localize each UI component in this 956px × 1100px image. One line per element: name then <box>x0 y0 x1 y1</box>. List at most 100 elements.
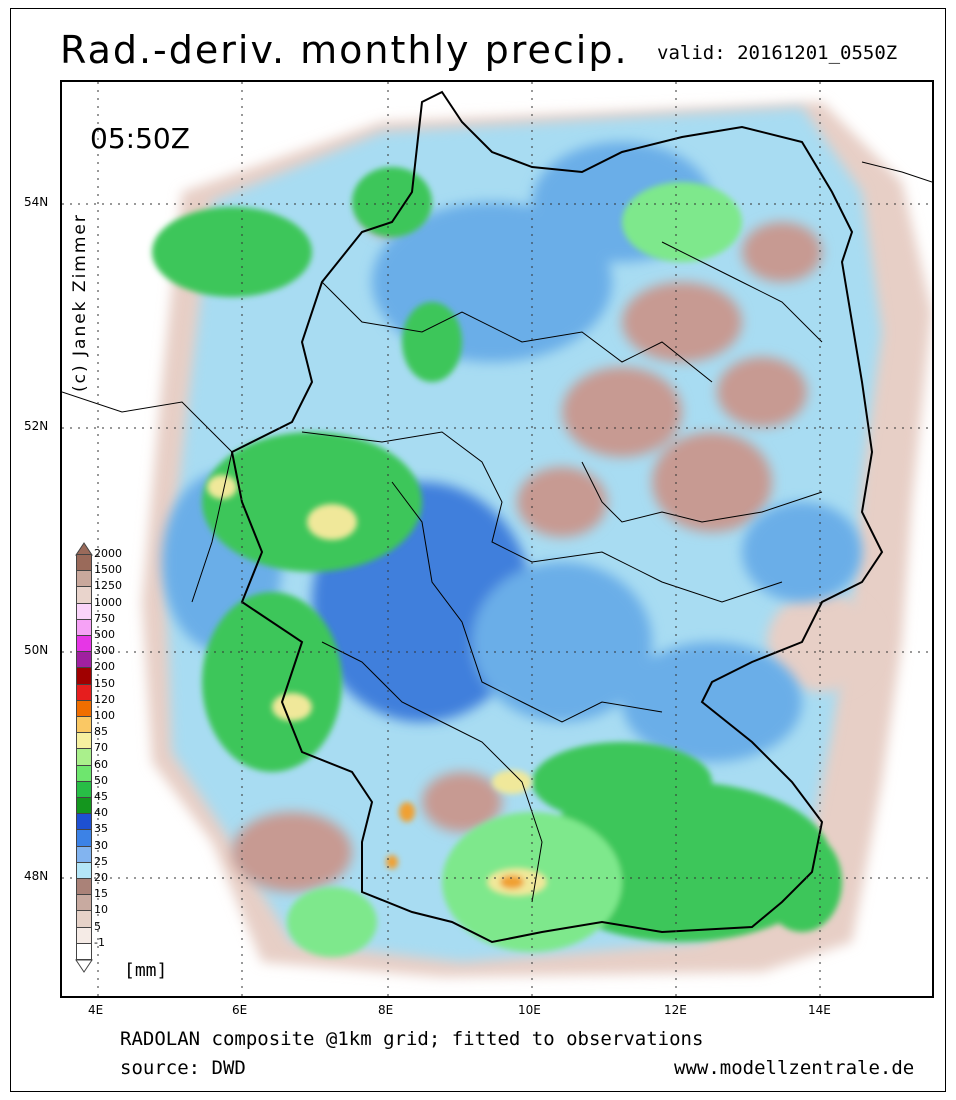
legend-entry: 35 <box>76 822 166 847</box>
legend-label: 150 <box>94 676 115 690</box>
legend-label: 60 <box>94 757 108 771</box>
legend-label: 750 <box>94 611 115 625</box>
lon-label: 8E <box>378 1003 394 1017</box>
legend-swatch <box>76 894 92 912</box>
legend-entry: 30 <box>76 839 166 863</box>
legend-label: 15 <box>94 887 108 901</box>
legend-entry: 5 <box>76 920 166 944</box>
legend-label: 85 <box>94 725 108 739</box>
color-legend: 2000 1500 1250 1000 750 500 300 200 150 120 100 85 7… <box>75 542 168 994</box>
legend-entry: 45 <box>76 790 166 815</box>
lon-label: 10E <box>518 1003 541 1017</box>
legend-label: 100 <box>94 709 115 722</box>
legend-swatch <box>76 635 92 653</box>
legend-entry: 1250 <box>76 579 166 604</box>
legend-swatch <box>76 602 92 620</box>
footer-url: www.modellzentrale.de <box>674 1057 915 1079</box>
lon-label: 4E <box>88 1003 104 1017</box>
legend-label: 35 <box>94 822 108 836</box>
lon-label: 14E <box>808 1003 831 1017</box>
legend-label: 20 <box>94 871 108 884</box>
legend-label: 25 <box>94 854 108 868</box>
legend-swatch <box>76 667 92 685</box>
legend-label: 200 <box>94 660 115 674</box>
legend-swatch <box>76 699 92 717</box>
legend-entry: 25 <box>76 855 166 879</box>
legend-swatch <box>76 845 92 863</box>
legend-swatch <box>76 861 92 879</box>
legend-label: 2000 <box>94 547 122 560</box>
legend-entry: 300 <box>76 644 166 669</box>
chart-title: Rad.-deriv. monthly precip. <box>60 28 629 72</box>
time-label: 05:50Z <box>90 122 190 155</box>
legend-swatch <box>76 651 92 669</box>
legend-entry: 1500 <box>76 563 166 588</box>
legend-entry: 150 <box>76 677 166 701</box>
legend-entry: 120 <box>76 693 166 717</box>
footer-method: RADOLAN composite @1km grid; fitted to o… <box>120 1028 704 1050</box>
legend-swatch <box>76 813 92 831</box>
legend-label: 500 <box>94 628 115 641</box>
legend-label: -1 <box>94 935 105 949</box>
legend-swatch <box>76 748 92 766</box>
legend-swatch <box>76 570 92 588</box>
legend-entry: 50 <box>76 774 166 798</box>
legend-entry: 100 <box>76 709 166 734</box>
map-canvas <box>62 82 932 996</box>
legend-entry: -1 <box>76 936 166 960</box>
legend-entry: 40 <box>76 806 166 831</box>
legend-entry: 10 <box>76 903 166 928</box>
legend-label: 300 <box>94 644 115 658</box>
legend-entry: 60 <box>76 758 166 782</box>
footer-source: source: DWD <box>120 1057 246 1079</box>
outer-frame <box>10 8 946 1092</box>
legend-label: 5 <box>94 919 101 933</box>
legend-swatch <box>76 764 92 782</box>
copyright-label: (c) Janek Zimmer <box>70 213 90 392</box>
lon-label: 12E <box>664 1003 687 1017</box>
legend-swatch <box>76 797 92 815</box>
lat-label: 48N <box>24 869 49 883</box>
legend-label: 40 <box>94 806 108 820</box>
legend-swatch <box>76 554 92 572</box>
legend-label: 50 <box>94 773 108 787</box>
legend-swatch <box>76 618 92 636</box>
precip-field-dry <box>232 187 877 892</box>
precip-map: 05:50Z (c) Janek Zimmer 2000 1500 1250 1000… <box>60 80 934 998</box>
legend-swatch <box>76 942 92 960</box>
legend-entry: 1000 <box>76 596 166 620</box>
legend-unit: [mm] <box>124 960 168 981</box>
legend-label: 1250 <box>94 579 122 593</box>
legend-entry: 750 <box>76 612 166 636</box>
legend-entry: 500 <box>76 628 166 653</box>
legend-swatch <box>76 732 92 750</box>
legend-entry: 70 <box>76 741 166 766</box>
legend-swatch <box>76 683 92 701</box>
legend-entry: 15 <box>76 887 166 912</box>
legend-label: 30 <box>94 838 108 852</box>
legend-label: 45 <box>94 790 108 803</box>
legend-swatch <box>76 829 92 847</box>
legend-swatch <box>76 910 92 928</box>
legend-label: 10 <box>94 903 108 917</box>
lat-label: 52N <box>24 419 49 433</box>
legend-label: 70 <box>94 741 108 755</box>
legend-swatch <box>76 878 92 896</box>
lat-label: 50N <box>24 643 49 657</box>
valid-time: valid: 20161201_0550Z <box>657 42 898 64</box>
legend-bottom-arrow <box>75 959 93 973</box>
legend-swatch <box>76 716 92 734</box>
legend-label: 1000 <box>94 595 122 609</box>
lon-label: 6E <box>232 1003 248 1017</box>
admin-borders <box>62 90 932 944</box>
lat-label: 54N <box>24 195 49 209</box>
legend-label: 1500 <box>94 563 122 577</box>
legend-label: 120 <box>94 692 115 706</box>
legend-entry: 20 <box>76 871 166 896</box>
grid-lines <box>62 82 932 996</box>
legend-entry: 85 <box>76 725 166 750</box>
legend-swatch <box>76 926 92 944</box>
legend-swatch <box>76 586 92 604</box>
legend-entry: 200 <box>76 660 166 685</box>
